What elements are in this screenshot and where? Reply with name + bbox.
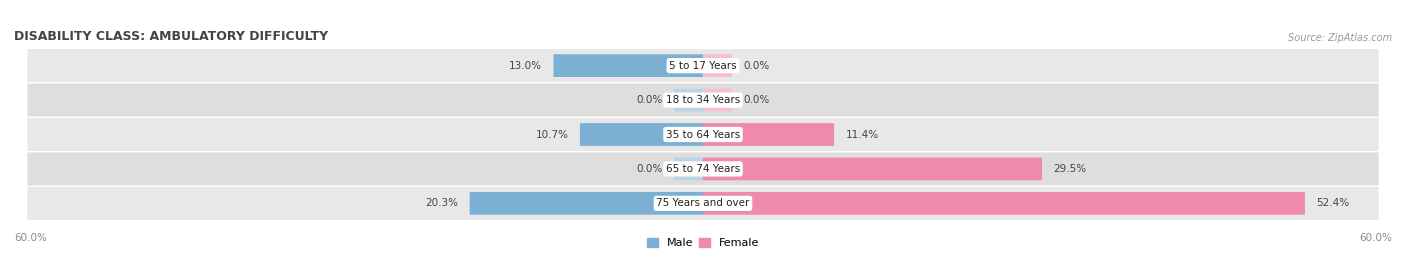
FancyBboxPatch shape — [554, 54, 703, 77]
Text: 52.4%: 52.4% — [1316, 198, 1350, 208]
Text: 10.7%: 10.7% — [536, 129, 568, 140]
Text: 60.0%: 60.0% — [14, 233, 46, 243]
FancyBboxPatch shape — [27, 118, 1379, 151]
Text: 60.0%: 60.0% — [1360, 233, 1392, 243]
Text: 35 to 64 Years: 35 to 64 Years — [666, 129, 740, 140]
FancyBboxPatch shape — [27, 49, 1379, 82]
Text: 13.0%: 13.0% — [509, 61, 543, 71]
FancyBboxPatch shape — [703, 192, 1305, 215]
Text: 0.0%: 0.0% — [744, 95, 769, 105]
FancyBboxPatch shape — [470, 192, 703, 215]
Text: Source: ZipAtlas.com: Source: ZipAtlas.com — [1288, 33, 1392, 43]
FancyBboxPatch shape — [579, 123, 703, 146]
Text: 5 to 17 Years: 5 to 17 Years — [669, 61, 737, 71]
Text: 0.0%: 0.0% — [637, 95, 662, 105]
Text: 18 to 34 Years: 18 to 34 Years — [666, 95, 740, 105]
FancyBboxPatch shape — [27, 187, 1379, 220]
Text: 20.3%: 20.3% — [426, 198, 458, 208]
FancyBboxPatch shape — [673, 158, 703, 180]
Text: 0.0%: 0.0% — [744, 61, 769, 71]
Text: 29.5%: 29.5% — [1053, 164, 1087, 174]
Text: 11.4%: 11.4% — [845, 129, 879, 140]
FancyBboxPatch shape — [703, 158, 1042, 180]
FancyBboxPatch shape — [703, 54, 733, 77]
FancyBboxPatch shape — [27, 153, 1379, 185]
Legend: Male, Female: Male, Female — [643, 233, 763, 253]
Text: DISABILITY CLASS: AMBULATORY DIFFICULTY: DISABILITY CLASS: AMBULATORY DIFFICULTY — [14, 30, 328, 43]
Text: 65 to 74 Years: 65 to 74 Years — [666, 164, 740, 174]
FancyBboxPatch shape — [673, 89, 703, 111]
Text: 75 Years and over: 75 Years and over — [657, 198, 749, 208]
FancyBboxPatch shape — [703, 89, 733, 111]
Text: 0.0%: 0.0% — [637, 164, 662, 174]
FancyBboxPatch shape — [27, 84, 1379, 116]
FancyBboxPatch shape — [703, 123, 834, 146]
